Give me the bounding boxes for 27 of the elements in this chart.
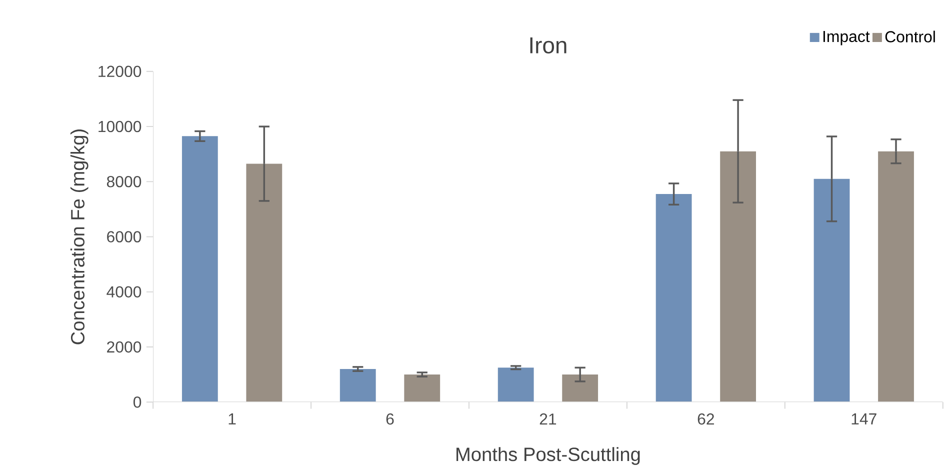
bar bbox=[246, 164, 282, 402]
y-tick-label: 6000 bbox=[107, 231, 142, 242]
y-tick-label: 0 bbox=[133, 396, 142, 408]
x-tick-label: 21 bbox=[540, 414, 556, 425]
chart-title: Iron bbox=[530, 38, 566, 54]
legend-label: Control bbox=[885, 30, 935, 43]
x-tick-label: 6 bbox=[386, 414, 394, 425]
y-tick-label: 4000 bbox=[106, 286, 142, 298]
x-tick-label: 1 bbox=[228, 414, 236, 424]
y-tick-label: 8000 bbox=[106, 176, 142, 188]
y-axis-title: Concentration Fe (mg/kg) bbox=[70, 130, 88, 344]
bar bbox=[498, 368, 534, 402]
bar bbox=[656, 194, 692, 402]
bar bbox=[878, 151, 914, 402]
bar bbox=[340, 369, 376, 402]
x-tick-label: 62 bbox=[698, 414, 714, 425]
bar bbox=[404, 374, 440, 402]
y-tick-label: 10000 bbox=[98, 120, 142, 132]
x-tick-label: 147 bbox=[852, 414, 876, 424]
legend-label: Impact bbox=[823, 31, 870, 46]
bar bbox=[562, 374, 598, 402]
x-axis-title: Months Post-Scuttling bbox=[456, 447, 640, 466]
bar bbox=[720, 151, 756, 402]
bar bbox=[814, 178, 850, 402]
y-tick-label: 2000 bbox=[107, 341, 142, 353]
y-tick-label: 12000 bbox=[98, 66, 142, 78]
bar bbox=[182, 136, 218, 402]
